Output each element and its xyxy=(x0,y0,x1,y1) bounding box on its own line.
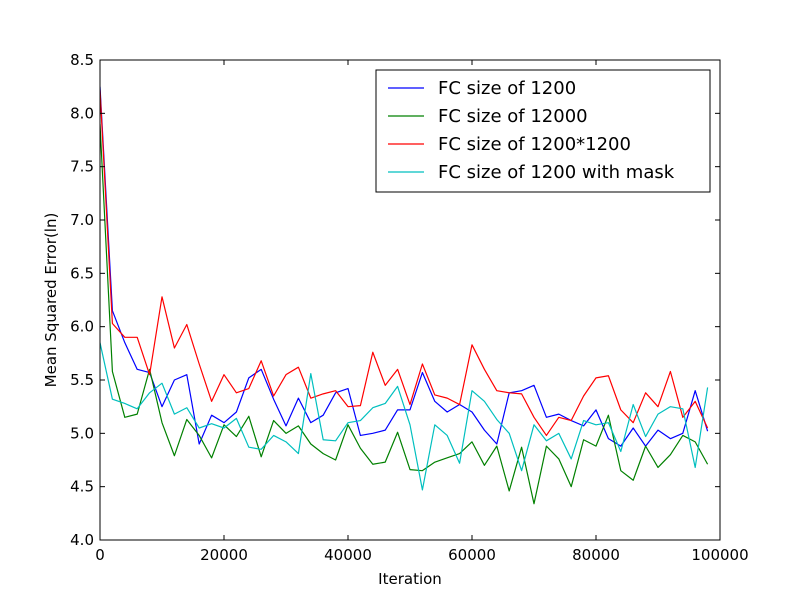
x-tick-label: 100000 xyxy=(691,546,748,564)
legend-label-2: FC size of 12000 xyxy=(438,106,588,127)
y-tick-label: 6.5 xyxy=(70,264,94,282)
x-tick-label: 0 xyxy=(95,546,105,564)
series-line-4 xyxy=(100,342,709,491)
series-line-3 xyxy=(100,89,709,437)
x-tick-label: 20000 xyxy=(200,546,248,564)
y-tick-label: 8.0 xyxy=(70,104,94,122)
y-tick-label: 5.0 xyxy=(70,424,94,442)
y-tick-label: 7.0 xyxy=(70,211,94,229)
y-axis: 4.0 4.5 5.0 5.5 6.0 6.5 7.0 7.5 8.0 8.5 xyxy=(70,51,720,549)
plot-frame xyxy=(99,59,721,541)
series-line-2 xyxy=(100,123,709,505)
legend-label-1: FC size of 1200 xyxy=(438,78,576,99)
x-axis-label: Iteration xyxy=(378,570,442,588)
x-tick-label: 60000 xyxy=(448,546,496,564)
legend-box xyxy=(375,69,711,193)
y-tick-label: 7.5 xyxy=(70,158,94,176)
y-tick-label: 5.5 xyxy=(70,371,94,389)
y-tick-label: 4.5 xyxy=(70,478,94,496)
legend-label-4: FC size of 1200 with mask xyxy=(438,162,675,183)
x-tick-label: 40000 xyxy=(324,546,372,564)
series-layer xyxy=(100,86,709,505)
y-tick-label: 4.0 xyxy=(70,531,94,549)
legend-label-3: FC size of 1200*1200 xyxy=(438,134,631,155)
y-axis-label: Mean Squared Error(ln) xyxy=(42,213,60,388)
x-tick-label: 80000 xyxy=(572,546,620,564)
x-axis: 0 20000 40000 60000 80000 100000 xyxy=(95,60,749,564)
legend: FC size of 1200 FC size of 12000 FC size o… xyxy=(375,69,711,193)
y-tick-label: 8.5 xyxy=(70,51,94,69)
y-tick-label: 6.0 xyxy=(70,318,94,336)
